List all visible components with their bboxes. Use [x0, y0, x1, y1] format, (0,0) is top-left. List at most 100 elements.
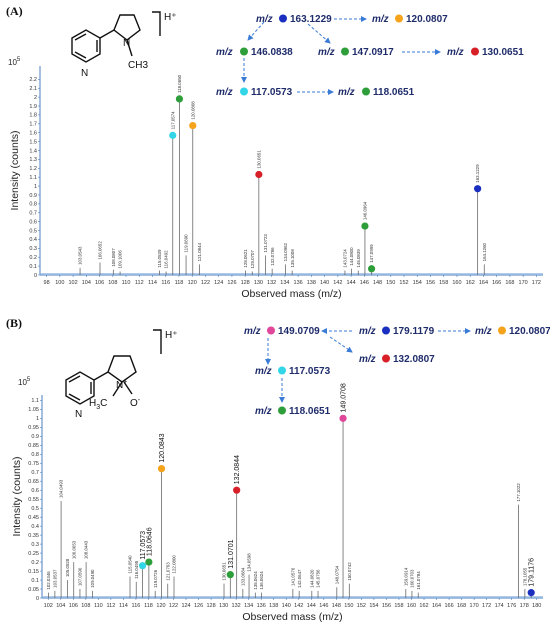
peak-label: 147.0999: [369, 244, 374, 263]
panel-b-structure: [65, 329, 162, 405]
x-tick-label: 118: [175, 280, 184, 286]
x-tick-label: 156: [426, 280, 435, 286]
y-tick-label: 1.1: [29, 175, 37, 181]
y-tick-label: 0.3: [29, 246, 37, 252]
frag-marker-dot: [240, 87, 248, 96]
panel-b-chart: 105 0 0.05 0.1 0.15 0.2 0.25 0.3 0.35 0.4 0.45 0.5…: [11, 377, 543, 623]
y-tick-label: 0.45: [28, 515, 39, 521]
peak-label: 117.0573: [140, 531, 147, 560]
peak-label: 132.0786: [270, 247, 275, 266]
peak-label: 130.0651: [256, 150, 261, 169]
y-tick-label: 0.8: [31, 452, 39, 458]
x-tick-label: 166: [444, 603, 453, 609]
ion-bracket: [153, 329, 162, 354]
peak-label: 144.0820: [309, 569, 314, 588]
panel-a-plot: 0 0.1 0.2 0.3 0.4 0.5 0.6 0.7 0.8 0.9 1 1.1 1.2 1.3 1.…: [9, 66, 543, 300]
frag-a-130: m/z 130.0651: [447, 47, 524, 58]
y-tick-label: 0.9: [29, 193, 37, 199]
peak-label: 121.0844: [197, 242, 202, 261]
frag-marker-dot: [240, 47, 248, 56]
x-tick-label: 138: [307, 280, 316, 286]
frag-value: 120.0807: [406, 14, 448, 25]
frag-prefix: m/z: [359, 326, 376, 337]
x-tick-label: 102: [68, 280, 77, 286]
pyridine-nitrogen: N: [81, 68, 88, 79]
frag-marker-dot: [341, 47, 349, 56]
y-tick-label: 0.7: [31, 470, 39, 476]
peak-label: 118.0650: [177, 74, 182, 93]
y-tick-label: 0.1: [29, 264, 37, 270]
peak-label: 136.0624: [259, 571, 264, 590]
frag-a-117: m/z 117.0573: [216, 87, 293, 98]
pyridine-ring: [71, 29, 101, 63]
peak-label: 135.0624: [253, 571, 258, 590]
frag-marker-dot: [278, 366, 286, 375]
frag-prefix: m/z: [216, 87, 233, 98]
x-tick-label: 122: [169, 603, 178, 609]
y-axis-title: Intensity (counts): [11, 457, 23, 537]
peak-label: 109.0490: [90, 569, 95, 588]
x-tick-label: 116: [132, 603, 141, 609]
frag-marker-dot: [382, 354, 390, 363]
peak-marker: [255, 170, 263, 179]
methyl-group: H3C: [89, 398, 107, 411]
x-tick-label: 162: [466, 280, 475, 286]
x-tick-label: 154: [369, 603, 378, 609]
frag-b-179: m/z 179.1179: [359, 326, 435, 337]
ring-link-bond: [99, 29, 115, 39]
x-tick-label: 162: [419, 603, 428, 609]
x-tick-label: 120: [156, 603, 165, 609]
frag-value: 147.0917: [352, 47, 394, 58]
pyrrolidine-nitrogen: N: [123, 38, 130, 49]
peak-label: 103.0543: [78, 246, 83, 265]
x-tick-label: 144: [307, 603, 316, 609]
peak-label: 145.0839: [356, 249, 361, 268]
peak-label: 159.0914: [403, 567, 408, 586]
peak-label: 104.0493: [59, 479, 64, 498]
x-tick-label: 120: [188, 280, 197, 286]
x-tick-label: 170: [470, 603, 479, 609]
frag-value: 163.1229: [290, 14, 332, 25]
peak-label: 144.0800: [349, 247, 354, 266]
x-tick-label: 132: [232, 603, 241, 609]
y-tick-label: 1.05: [28, 407, 39, 413]
x-tick-label: 132: [267, 280, 276, 286]
frag-marker-dot: [471, 47, 479, 56]
x-tick-label: 172: [482, 603, 491, 609]
peak-marker: [361, 222, 369, 230]
x-tick-label: 106: [69, 603, 78, 609]
y-tick-label: 0.1: [31, 578, 39, 584]
frag-prefix: m/z: [372, 14, 389, 25]
frag-b-117: m/z 117.0573: [255, 366, 331, 377]
pyridine-double-bond: [74, 51, 87, 59]
x-tick-label: 160: [452, 280, 461, 286]
x-tick-label: 102: [44, 603, 53, 609]
peak-label: 163.1229: [475, 164, 480, 183]
peak-label: 131.0723: [263, 234, 268, 253]
y-tick-label: 0.6: [29, 219, 37, 225]
peak-label: 120.0808: [190, 101, 195, 120]
frag-prefix: m/z: [475, 326, 492, 337]
y-tick-label: 2.2: [29, 77, 37, 83]
frag-value: 117.0573: [289, 366, 331, 377]
x-tick-label: 140: [282, 603, 291, 609]
panel-b-label: (B): [6, 316, 22, 330]
y-tick-label: 0.5: [31, 506, 39, 512]
peak-label: 103.0537: [52, 569, 57, 588]
n-oxide-bond: [123, 381, 133, 395]
y-exponent: 105: [8, 57, 21, 67]
panel-b-plot: 0 0.05 0.1 0.15 0.2 0.25 0.3 0.35 0.4 0.45 0.5 0.55…: [11, 383, 543, 623]
x-tick-label: 118: [144, 603, 153, 609]
peak-label: 105.0528: [65, 558, 70, 577]
y-tick-label: 0.8: [29, 202, 37, 208]
peak-label: 149.0708: [341, 383, 348, 412]
y-tick-label: 0.25: [28, 551, 39, 557]
x-tick-label: 126: [194, 603, 203, 609]
x-tick-label: 114: [148, 280, 157, 286]
x-tick-label: 124: [181, 603, 190, 609]
frag-marker-dot: [267, 326, 275, 335]
x-tick-label: 144: [346, 280, 355, 286]
peak-label: 133.0684: [240, 567, 245, 586]
peak-marker: [233, 486, 241, 494]
